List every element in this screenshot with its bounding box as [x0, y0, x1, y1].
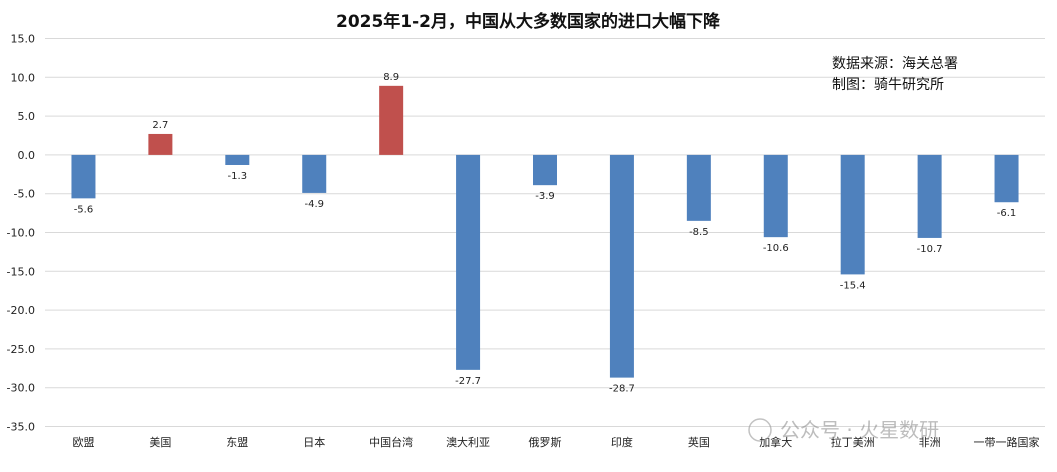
watermark-text: 公众号 · 火星数研	[780, 418, 939, 442]
maker-note: 制图：骑牛研究所	[832, 77, 944, 93]
bar	[302, 154, 327, 193]
data-label: 2.7	[152, 120, 168, 131]
bar	[225, 154, 250, 165]
y-tick-label: 5.0	[18, 110, 36, 123]
bar	[379, 85, 404, 155]
data-label: -28.7	[609, 384, 635, 395]
x-tick-label: 拉丁美洲	[831, 435, 875, 449]
data-label: -3.9	[535, 191, 555, 202]
y-tick-label: -10.0	[7, 227, 35, 240]
bar	[148, 133, 173, 155]
x-tick-label: 英国	[688, 435, 710, 449]
data-label: -10.7	[917, 244, 943, 255]
y-tick-label: 15.0	[11, 33, 36, 46]
y-tick-label: -25.0	[7, 343, 35, 356]
x-tick-label: 印度	[611, 435, 633, 449]
x-tick-label: 一带一路国家	[974, 435, 1040, 449]
y-tick-label: -15.0	[7, 265, 35, 278]
x-tick-label: 东盟	[226, 436, 248, 449]
bar	[763, 154, 788, 238]
y-tick-label: -5.0	[14, 188, 35, 201]
y-tick-label: -35.0	[7, 421, 35, 434]
x-tick-label: 澳大利亚	[446, 435, 490, 449]
x-tick-label: 中国台湾	[369, 435, 413, 449]
bar	[994, 154, 1019, 203]
x-tick-label: 日本	[303, 435, 325, 449]
y-tick-label: 0.0	[18, 149, 36, 162]
x-tick-label: 俄罗斯	[529, 436, 562, 449]
bar	[71, 154, 96, 199]
data-label: -4.9	[304, 199, 324, 210]
x-axis: 欧盟 美国 东盟 日本 中国台湾 澳大利亚 俄罗斯 印度 英国 加拿大 拉丁美洲 非洲 一带一路国家	[72, 435, 1039, 449]
bar	[609, 154, 634, 378]
data-label: -10.6	[763, 243, 789, 254]
data-label: -1.3	[228, 171, 248, 182]
grid-lines	[45, 38, 1045, 427]
y-tick-label: 10.0	[11, 71, 36, 84]
bars: -5.6 2.7 -1.3 -4.9 8.9 -27.7 -3.9 -28.7 -8.5 -10.…	[71, 72, 1019, 395]
source-note: 数据来源：海关总署	[832, 56, 958, 72]
bar	[456, 154, 481, 370]
x-tick-label: 欧盟	[72, 436, 94, 449]
y-tick-label: -30.0	[7, 382, 35, 395]
y-axis: 15.0 10.0 5.0 0.0 -5.0 -10.0 -15.0 -20.0 -25.0 -3…	[7, 33, 35, 434]
bar	[686, 154, 711, 221]
x-tick-label: 非洲	[919, 436, 941, 449]
data-label: 8.9	[383, 72, 399, 83]
watermark: 公众号 · 火星数研	[748, 418, 939, 442]
bar	[917, 154, 942, 238]
data-label: -5.6	[74, 204, 94, 215]
data-label: -15.4	[840, 280, 866, 291]
x-tick-label: 美国	[149, 436, 171, 449]
y-tick-label: -20.0	[7, 304, 35, 317]
bar	[533, 154, 557, 186]
data-label: -8.5	[689, 227, 709, 238]
bar	[840, 154, 865, 275]
data-label: -27.7	[455, 376, 481, 387]
data-label: -6.1	[997, 208, 1017, 219]
wechat-icon	[748, 418, 772, 442]
chart-title: 2025年1-2月，中国从大多数国家的进口大幅下降	[336, 11, 721, 32]
